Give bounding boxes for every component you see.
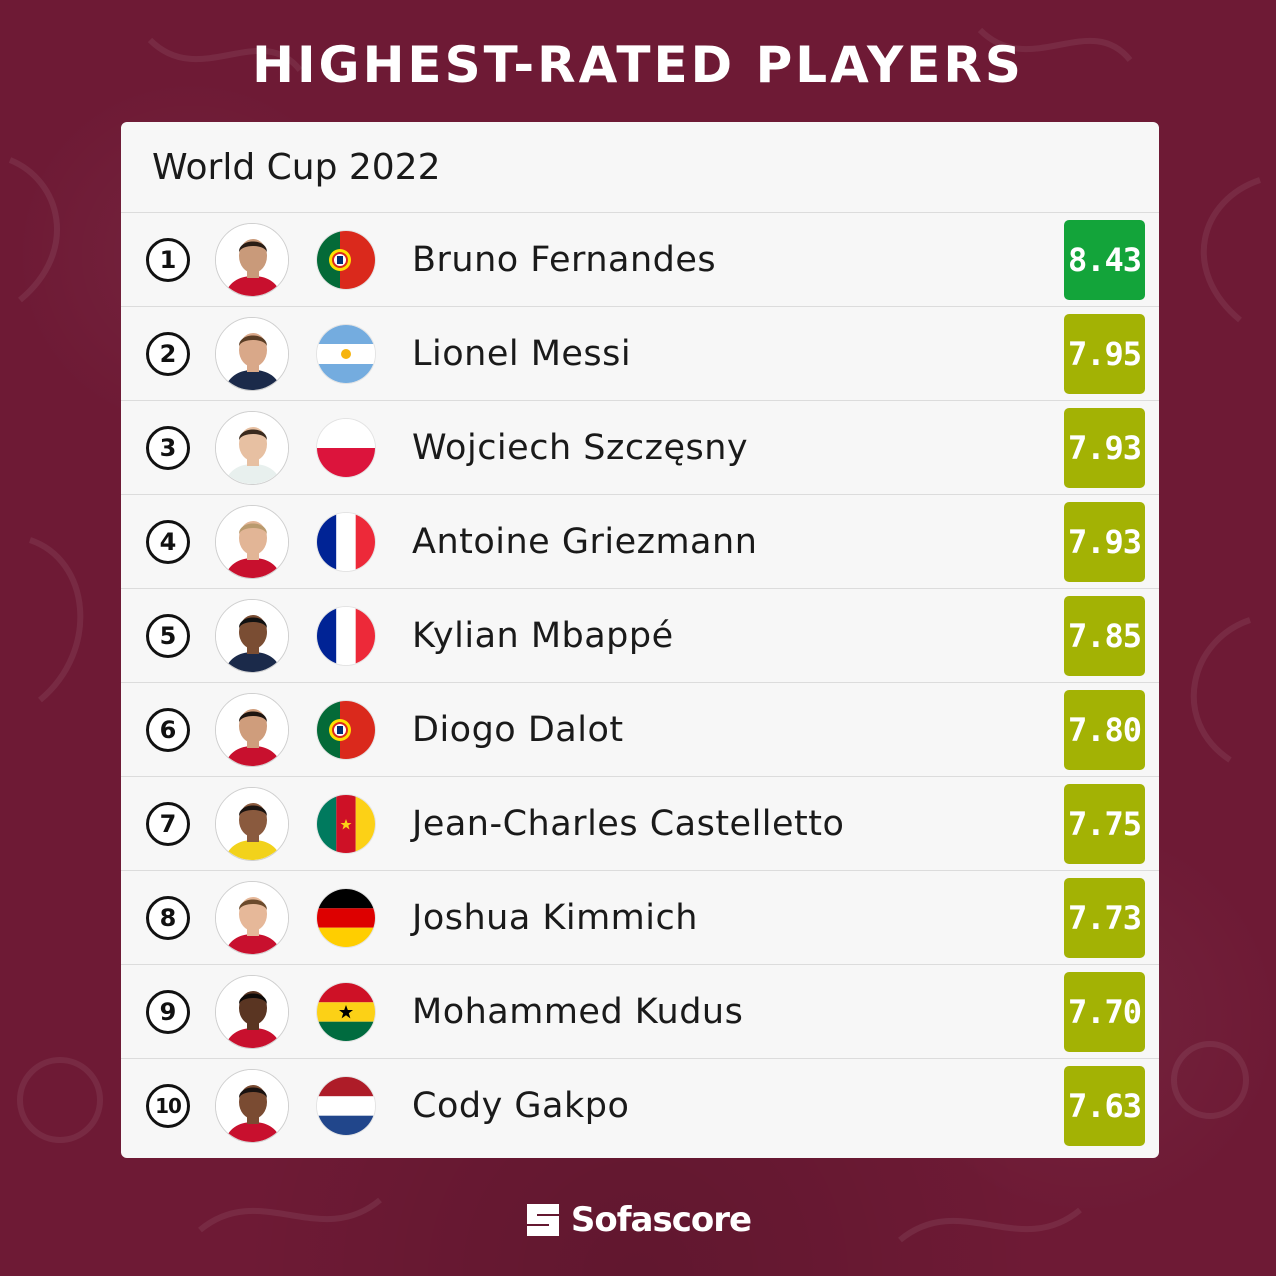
player-avatar [215,1069,289,1143]
rank-badge: 7 [146,801,190,846]
player-name: Mohammed Kudus [412,991,744,1032]
rating-badge: 7.63 [1064,1066,1145,1146]
player-row: 10 Cody Gakpo 7.63 [121,1059,1159,1153]
player-row: 5 Kylian Mbappé 7.85 [121,589,1159,683]
player-row: 7 Jean-Charles Castelletto 7.75 [121,777,1159,871]
sofascore-logo-icon [526,1204,559,1236]
player-row: 3 Wojciech Szczęsny 7.93 [121,401,1159,495]
ghana-flag-icon [317,982,375,1041]
player-avatar [215,692,289,767]
rating-badge: 7.70 [1064,971,1145,1052]
player-row: 1 Bruno Fernandes 8.43 [121,213,1159,307]
brand-name: Sofascore [570,1200,752,1240]
player-list: 1 Bruno Fernandes 8.43 2 Lionel Messi 7.95 3… [121,213,1159,1153]
rank-badge: 10 [146,1084,190,1128]
player-avatar [215,410,289,485]
rating-badge: 7.95 [1064,313,1145,394]
player-name: Antoine Griezmann [412,521,758,562]
france-flag-icon [317,512,375,571]
player-name: Jean-Charles Castelletto [412,803,845,844]
rank-badge: 9 [146,989,190,1034]
rating-badge: 7.85 [1064,595,1145,676]
ranking-card: World Cup 2022 1 Bruno Fernandes 8.43 2 Li… [121,122,1159,1158]
rank-badge: 6 [146,707,190,752]
netherlands-flag-icon [317,1077,375,1135]
germany-flag-icon [317,888,375,947]
player-row: 9 Mohammed Kudus 7.70 [121,965,1159,1059]
player-name: Lionel Messi [412,333,632,374]
rank-badge: 5 [146,613,190,658]
player-row: 8 Joshua Kimmich 7.73 [121,871,1159,965]
rating-badge: 7.80 [1064,689,1145,770]
player-name: Joshua Kimmich [412,897,698,938]
player-avatar [215,316,289,391]
portugal-flag-icon [317,230,375,289]
france-flag-icon [317,606,375,665]
page-title: HIGHEST-RATED PLAYERS [252,36,1024,94]
portugal-flag-icon [317,700,375,759]
rating-badge: 7.75 [1064,783,1145,864]
player-avatar [215,504,289,579]
cameroon-flag-icon [317,794,375,853]
player-avatar [215,974,289,1049]
card-title: World Cup 2022 [121,122,1159,213]
player-avatar [215,222,289,297]
rating-badge: 7.93 [1064,501,1145,582]
player-name: Kylian Mbappé [412,615,674,656]
rank-badge: 4 [146,519,190,564]
argentina-flag-icon [317,324,375,383]
player-name: Diogo Dalot [412,709,624,750]
player-avatar [215,786,289,861]
rank-badge: 3 [146,425,190,470]
player-row: 6 Diogo Dalot 7.80 [121,683,1159,777]
poland-flag-icon [317,418,375,477]
rating-badge: 8.43 [1064,219,1145,300]
player-avatar [215,598,289,673]
rank-badge: 1 [146,237,190,282]
player-row: 2 Lionel Messi 7.95 [121,307,1159,401]
player-name: Bruno Fernandes [412,239,717,280]
rank-badge: 2 [146,331,190,376]
rank-badge: 8 [146,895,190,940]
player-name: Cody Gakpo [412,1086,630,1126]
player-row: 4 Antoine Griezmann 7.93 [121,495,1159,589]
rating-badge: 7.73 [1064,877,1145,958]
player-name: Wojciech Szczęsny [412,427,749,468]
player-avatar [215,880,289,955]
footer: Sofascore [0,1196,1276,1244]
rating-badge: 7.93 [1064,407,1145,488]
